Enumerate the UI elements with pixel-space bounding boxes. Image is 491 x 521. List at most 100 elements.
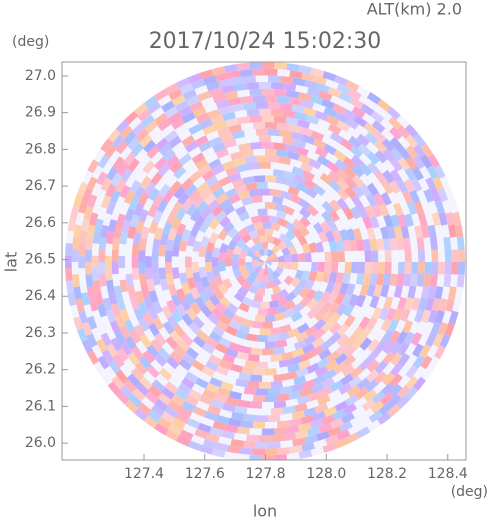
radar-bin: [131, 122, 146, 136]
radar-bin: [205, 251, 213, 262]
radar-bin: [345, 228, 356, 241]
radar-bin: [86, 224, 96, 238]
radar-bin: [263, 248, 270, 256]
radar-bin: [112, 237, 121, 251]
radar-bin: [78, 310, 89, 325]
radar-bin: [244, 360, 257, 369]
radar-bin: [207, 108, 222, 119]
radar-bin: [259, 161, 271, 169]
radar-bin: [224, 64, 238, 73]
radar-bin: [335, 343, 349, 356]
radar-bin: [308, 158, 322, 170]
radar-bin: [177, 382, 192, 395]
radar-bin: [433, 345, 446, 360]
radar-bin: [85, 262, 93, 275]
radar-bin: [373, 139, 388, 154]
radar-bin: [403, 237, 412, 251]
radar-bin: [247, 353, 260, 362]
radar-bin: [297, 278, 308, 290]
radar-bin: [198, 220, 210, 234]
radar-bin: [207, 312, 220, 326]
radar-bin: [138, 208, 149, 223]
radar-bin: [283, 205, 295, 216]
radar-bin: [366, 151, 380, 165]
radar-bin: [300, 99, 315, 110]
radar-bin: [164, 381, 179, 394]
radar-bin: [65, 268, 73, 282]
radar-bin: [378, 203, 390, 217]
radar-bin: [437, 262, 446, 275]
radar-bin: [119, 325, 131, 340]
radar-bin: [255, 242, 263, 251]
radar-bin: [211, 66, 226, 76]
radar-bin: [413, 144, 426, 159]
radar-bin: [261, 428, 275, 436]
radar-bin: [297, 234, 308, 246]
radar-bin: [97, 303, 108, 318]
radar-bin: [71, 249, 79, 262]
radar-bin: [171, 217, 182, 231]
altitude-label: ALT(km) 2.0: [367, 0, 462, 19]
radar-bin: [209, 87, 224, 98]
radar-bin: [228, 124, 242, 134]
radar-bin: [262, 222, 272, 230]
radar-bin: [196, 200, 209, 214]
radar-bin: [97, 355, 110, 370]
radar-bin: [315, 82, 330, 94]
radar-bin: [327, 86, 342, 98]
radar-bin: [277, 262, 285, 269]
radar-bin: [269, 326, 282, 336]
radar-bin: [173, 166, 187, 180]
radar-bin: [214, 72, 229, 82]
radar-bin: [257, 308, 268, 316]
radar-bin: [298, 198, 311, 210]
radar-bin: [249, 454, 262, 460]
radar-bin: [356, 133, 371, 147]
radar-bin: [208, 280, 219, 292]
radar-bin: [138, 238, 148, 251]
radar-bin: [293, 173, 307, 185]
radar-bin: [152, 273, 161, 286]
radar-bin: [209, 377, 223, 388]
radar-bin: [212, 186, 225, 199]
radar-bin: [336, 197, 349, 211]
radar-bin: [383, 296, 394, 310]
radar-bin: [301, 442, 316, 452]
radar-bin: [220, 381, 234, 392]
radar-bin: [445, 298, 455, 313]
radar-bin: [127, 136, 141, 151]
radar-bin: [106, 166, 119, 181]
radar-bin: [208, 232, 219, 244]
radar-bin: [161, 305, 173, 319]
radar-bin: [265, 68, 278, 76]
radar-bin: [396, 179, 408, 194]
radar-bin: [404, 167, 417, 182]
radar-bin: [427, 153, 440, 169]
radar-bin: [173, 233, 183, 247]
radar-bin: [294, 402, 308, 413]
radar-bin: [238, 372, 251, 382]
radar-bin: [340, 412, 355, 424]
radar-bin: [86, 176, 98, 191]
radar-bin: [116, 213, 126, 227]
radar-bin: [314, 110, 329, 122]
radar-bin: [345, 432, 360, 444]
radar-bin: [113, 285, 123, 299]
radar-bin: [213, 275, 224, 287]
radar-bin: [88, 298, 99, 312]
radar-bin: [180, 333, 194, 347]
radar-bin: [312, 221, 325, 235]
radar-bin: [369, 273, 378, 286]
radar-bin: [403, 178, 416, 193]
radar-bin: [338, 420, 353, 433]
radar-bin: [305, 186, 318, 199]
radar-bin: [255, 388, 269, 396]
radar-bin: [129, 180, 142, 194]
radar-bin: [143, 415, 158, 429]
radar-bin: [192, 271, 202, 284]
radar-bin: [413, 309, 425, 323]
radar-bin: [230, 76, 244, 86]
radar-bin: [254, 250, 262, 259]
radar-bin: [284, 300, 296, 311]
radar-bin: [333, 437, 349, 449]
